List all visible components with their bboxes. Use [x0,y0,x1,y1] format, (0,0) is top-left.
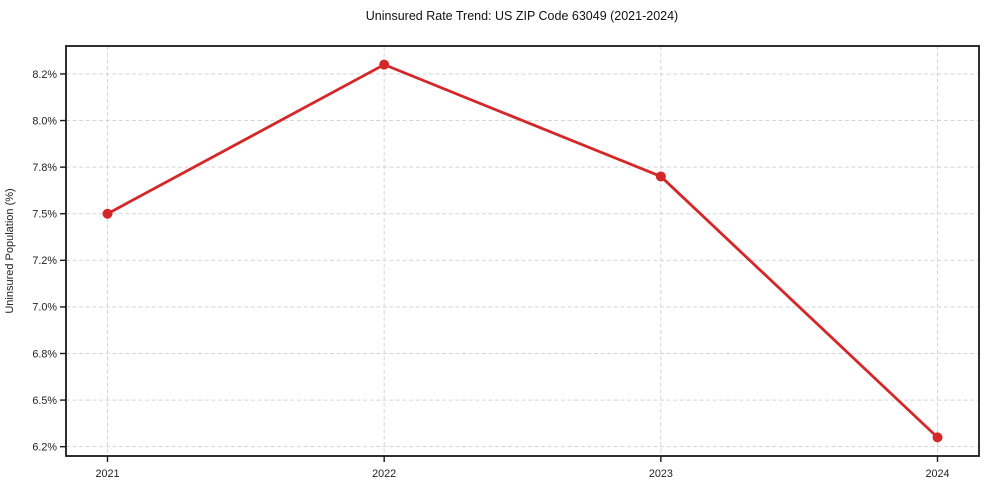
x-tick-label: 2021 [95,468,119,480]
grid-layer [66,46,979,456]
axes-layer: 6.2% 6.5% 6.8% 7.0% 7.2% 7.5% 7.8% 8.0% 8.2% 2021… [32,45,980,480]
data-point-2021 [102,208,113,219]
y-tick-label: 8.2% [32,69,57,81]
x-tick-label: 2023 [649,468,673,480]
y-tick-label: 7.0% [32,302,57,314]
data-point-2023 [655,171,666,182]
y-tick-label: 7.5% [32,209,57,221]
series-layer [102,59,943,443]
y-tick-label: 8.0% [32,115,57,127]
y-axis-label: Uninsured Population (%) [4,188,16,313]
data-point-2024 [932,432,943,443]
x-tick-label: 2024 [925,468,949,480]
y-tick-label: 6.2% [32,441,57,453]
data-point-2022 [379,59,390,70]
x-tick-label: 2022 [372,468,396,480]
y-tick-label: 6.8% [32,348,57,360]
axes-spine [65,45,980,457]
y-tick-label: 7.2% [32,255,57,267]
y-tick-label: 7.8% [32,162,57,174]
chart-title: Uninsured Rate Trend: US ZIP Code 63049 … [366,9,678,23]
trend-line [106,63,939,439]
y-tick-label: 6.5% [32,395,57,407]
